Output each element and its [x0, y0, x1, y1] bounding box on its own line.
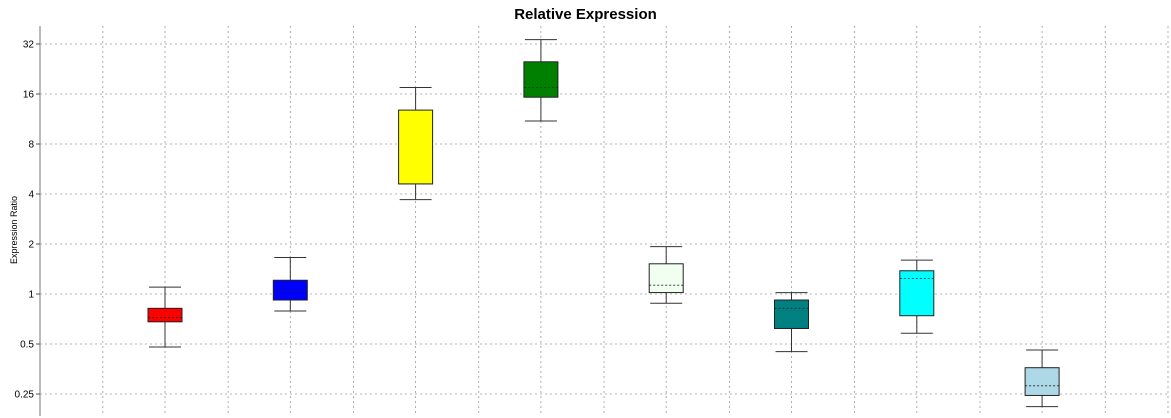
y-tick-label: 0.5	[20, 340, 34, 351]
box-7	[899, 270, 935, 317]
box-4	[523, 61, 559, 98]
box-5	[648, 263, 684, 294]
box-1	[147, 307, 183, 323]
y-tick-label: 0.25	[15, 390, 35, 401]
y-tick-label: 1	[28, 290, 34, 301]
y-tick-label: 8	[28, 140, 34, 151]
box-6	[774, 299, 809, 329]
y-tick-label: 16	[23, 90, 35, 101]
y-tick-label: 2	[28, 240, 34, 251]
box-3	[398, 109, 434, 185]
chart-title: Relative Expression	[514, 6, 657, 23]
box-8	[1024, 367, 1060, 396]
y-tick-label: 32	[23, 40, 35, 51]
y-tick-label: 4	[28, 190, 34, 201]
